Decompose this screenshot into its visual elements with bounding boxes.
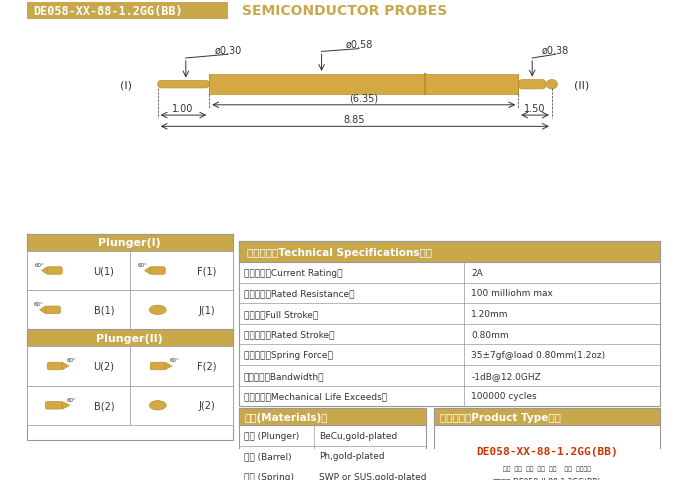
FancyBboxPatch shape <box>45 306 61 314</box>
Text: 额定电流（Current Rating）: 额定电流（Current Rating） <box>244 268 342 277</box>
FancyBboxPatch shape <box>27 3 228 20</box>
Bar <box>130 290 233 330</box>
Text: Plunger(II): Plunger(II) <box>96 333 163 343</box>
Text: 额定行程（Rated Stroke）: 额定行程（Rated Stroke） <box>244 330 334 339</box>
Bar <box>27 330 233 347</box>
Text: 满行程（Full Stroke）: 满行程（Full Stroke） <box>244 310 318 318</box>
Text: ø0.38: ø0.38 <box>542 45 569 55</box>
Text: 2A: 2A <box>471 268 483 277</box>
Polygon shape <box>40 306 45 314</box>
Polygon shape <box>41 267 48 275</box>
Text: (II): (II) <box>575 80 590 90</box>
Bar <box>27 347 130 386</box>
Text: U(1): U(1) <box>94 266 114 276</box>
Text: 弹簧 (Spring): 弹簧 (Spring) <box>244 472 294 480</box>
Text: 60°: 60° <box>169 358 179 362</box>
Text: ø0.58: ø0.58 <box>345 39 373 49</box>
Bar <box>239 408 426 425</box>
Text: Plunger(I): Plunger(I) <box>99 238 161 248</box>
Text: 0.80mm: 0.80mm <box>471 330 509 339</box>
Bar <box>424 75 518 96</box>
Text: BeCu,gold-plated: BeCu,gold-plated <box>319 431 397 440</box>
Bar <box>130 347 233 386</box>
Polygon shape <box>145 267 150 275</box>
Text: B(2): B(2) <box>94 400 114 410</box>
Text: 60°: 60° <box>34 301 43 307</box>
FancyBboxPatch shape <box>48 267 62 275</box>
Bar <box>27 252 130 290</box>
Bar <box>27 386 130 425</box>
FancyBboxPatch shape <box>150 267 165 275</box>
Text: DE058-XX-88-1.2GG(BB): DE058-XX-88-1.2GG(BB) <box>476 446 618 456</box>
Text: 成品型号（Product Type）：: 成品型号（Product Type）： <box>440 412 560 421</box>
Text: 材质(Materials)：: 材质(Materials)： <box>245 412 328 421</box>
FancyBboxPatch shape <box>48 362 62 370</box>
Text: 1.00: 1.00 <box>172 104 194 114</box>
Text: 100 milliohm max: 100 milliohm max <box>471 289 553 298</box>
Text: SWP or SUS,gold-plated: SWP or SUS,gold-plated <box>319 472 426 480</box>
Text: 35±7gf@load 0.80mm(1.2oz): 35±7gf@load 0.80mm(1.2oz) <box>471 350 606 360</box>
Text: F(1): F(1) <box>197 266 216 276</box>
Text: 60°: 60° <box>138 262 147 267</box>
Bar <box>239 242 661 407</box>
Text: 系列  规格  头型  行程  弹力    镶金  针头材质: 系列 规格 头型 行程 弹力 镶金 针头材质 <box>503 465 591 471</box>
Text: ø0.30: ø0.30 <box>214 45 242 55</box>
Text: 额定弹力（Spring Force）: 额定弹力（Spring Force） <box>244 350 333 360</box>
Polygon shape <box>62 362 69 370</box>
Text: 8.85: 8.85 <box>344 115 365 125</box>
Ellipse shape <box>546 80 557 90</box>
Bar <box>130 252 233 290</box>
Text: 订购举例:DE058-JJ-88-1.2GG(BB): 订购举例:DE058-JJ-88-1.2GG(BB) <box>493 477 601 480</box>
Ellipse shape <box>150 401 166 410</box>
Text: (6.35): (6.35) <box>349 94 378 104</box>
Text: 针管 (Barrel): 针管 (Barrel) <box>244 451 291 460</box>
Bar <box>434 408 661 425</box>
Bar <box>434 408 661 480</box>
Text: 1.20mm: 1.20mm <box>471 310 509 318</box>
Text: DE058-XX-88-1.2GG(BB): DE058-XX-88-1.2GG(BB) <box>33 5 183 18</box>
Text: 针头 (Plunger): 针头 (Plunger) <box>244 431 299 440</box>
Bar <box>130 386 233 425</box>
FancyBboxPatch shape <box>150 362 165 370</box>
Ellipse shape <box>150 305 166 315</box>
Text: B(1): B(1) <box>94 305 114 315</box>
Text: U(2): U(2) <box>94 361 114 371</box>
Text: 100000 cycles: 100000 cycles <box>471 392 537 401</box>
Polygon shape <box>165 362 172 370</box>
Text: F(2): F(2) <box>197 361 216 371</box>
FancyBboxPatch shape <box>158 81 209 89</box>
Text: 额定电阴（Rated Resistance）: 额定电阴（Rated Resistance） <box>244 289 354 298</box>
Text: 60°: 60° <box>67 358 76 362</box>
Bar <box>239 242 661 263</box>
Bar <box>27 235 233 252</box>
Text: -1dB@12.0GHZ: -1dB@12.0GHZ <box>471 371 541 380</box>
Polygon shape <box>62 402 70 409</box>
Text: (I): (I) <box>121 80 132 90</box>
Text: 频率带宽（Bandwidth）: 频率带宽（Bandwidth） <box>244 371 325 380</box>
Text: 技术要求（Technical Specifications）：: 技术要求（Technical Specifications）： <box>247 247 432 257</box>
Bar <box>27 290 130 330</box>
Bar <box>209 75 424 96</box>
Text: 测试寿命（Mechanical Life Exceeds）: 测试寿命（Mechanical Life Exceeds） <box>244 392 387 401</box>
Text: 60°: 60° <box>35 262 45 267</box>
Text: SEMICONDUCTOR PROBES: SEMICONDUCTOR PROBES <box>242 4 447 18</box>
Text: J(2): J(2) <box>198 400 215 410</box>
Bar <box>239 408 426 480</box>
Bar <box>27 235 233 440</box>
Text: J(1): J(1) <box>198 305 215 315</box>
Text: Ph,gold-plated: Ph,gold-plated <box>319 451 384 460</box>
Text: 1.50: 1.50 <box>524 104 546 114</box>
Text: 60°: 60° <box>67 397 76 402</box>
FancyBboxPatch shape <box>518 80 546 90</box>
FancyBboxPatch shape <box>45 402 62 409</box>
